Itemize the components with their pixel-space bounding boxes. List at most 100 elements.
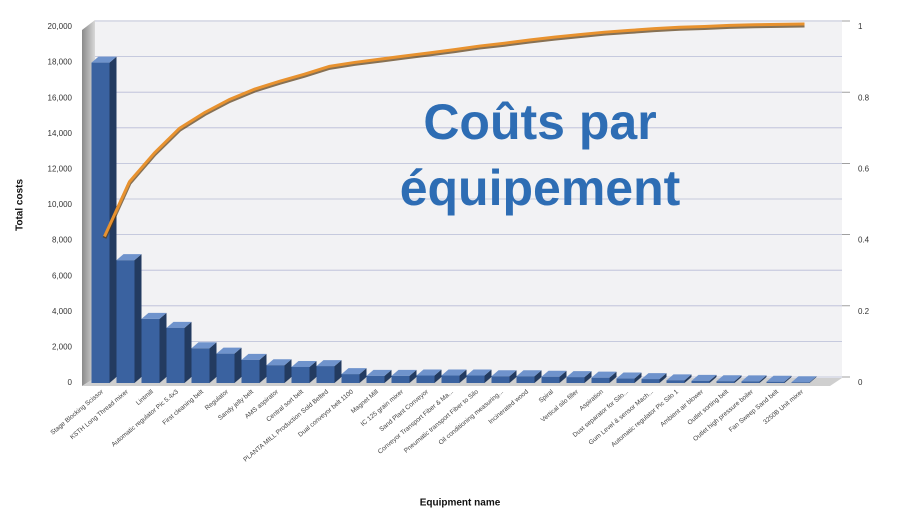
y-tick-label: 12,000 bbox=[48, 165, 73, 174]
bar bbox=[416, 369, 442, 383]
bar-front bbox=[616, 378, 635, 383]
bar-front bbox=[291, 366, 310, 383]
bar-side bbox=[459, 369, 467, 383]
bar-top bbox=[791, 376, 817, 383]
chart-title: Coûts par bbox=[423, 94, 656, 150]
bar-side bbox=[334, 360, 342, 383]
x-axis-title: Equipment name bbox=[420, 498, 501, 509]
bar-top bbox=[441, 369, 467, 376]
y2-tick-label: 0.4 bbox=[858, 236, 870, 245]
bar-side bbox=[209, 342, 217, 383]
y-axis-title: Total costs bbox=[15, 179, 26, 231]
bar-side bbox=[634, 372, 642, 383]
bar-top bbox=[741, 375, 767, 382]
bar bbox=[366, 369, 392, 383]
bar-top bbox=[616, 372, 642, 379]
bar-top bbox=[266, 359, 292, 366]
bar bbox=[541, 370, 567, 383]
bar-front bbox=[166, 327, 185, 383]
bar-top bbox=[491, 370, 517, 377]
bar-front bbox=[766, 381, 785, 383]
bar-front bbox=[391, 375, 410, 383]
bar-front bbox=[341, 374, 360, 383]
bar-side bbox=[809, 376, 817, 383]
y-tick-label: 18,000 bbox=[48, 58, 73, 67]
bar-front bbox=[466, 375, 485, 383]
bar-side bbox=[309, 360, 317, 383]
y2-tick-label: 0 bbox=[858, 378, 863, 387]
bar-top bbox=[141, 312, 167, 319]
bar-top bbox=[691, 374, 717, 381]
bar-top bbox=[766, 375, 792, 382]
bar-side bbox=[534, 370, 542, 383]
bar-side bbox=[709, 374, 717, 383]
bar bbox=[341, 368, 367, 383]
bar-front bbox=[741, 381, 760, 383]
bar bbox=[591, 371, 617, 383]
bar-side bbox=[184, 321, 192, 383]
bar bbox=[191, 342, 217, 383]
chart-title: équipement bbox=[400, 160, 681, 216]
y-tick-label: 8,000 bbox=[52, 236, 73, 245]
bar bbox=[641, 373, 667, 383]
bar bbox=[391, 369, 417, 383]
bar bbox=[316, 360, 342, 383]
bar-side bbox=[259, 353, 267, 383]
bar-front bbox=[691, 380, 710, 383]
bar-front bbox=[241, 359, 260, 383]
bar-front bbox=[91, 62, 110, 383]
bar-top bbox=[516, 370, 542, 377]
bar-side bbox=[409, 369, 417, 383]
y2-tick-label: 0.6 bbox=[858, 165, 870, 174]
bar bbox=[441, 369, 467, 383]
bar-top bbox=[366, 369, 392, 376]
bar bbox=[741, 375, 767, 383]
y-tick-label: 14,000 bbox=[48, 129, 73, 138]
bar-top bbox=[241, 353, 267, 360]
bar-side bbox=[609, 371, 617, 383]
bar-side bbox=[384, 369, 392, 383]
bar bbox=[666, 374, 692, 383]
bar-front bbox=[316, 366, 335, 383]
bar-side bbox=[359, 368, 367, 383]
y2-tick-label: 0.2 bbox=[858, 307, 870, 316]
bar-side bbox=[484, 369, 492, 383]
bar bbox=[616, 372, 642, 383]
bar-front bbox=[591, 377, 610, 383]
x-tick-label: Ambient air blower bbox=[659, 388, 705, 428]
bar-front bbox=[641, 379, 660, 383]
x-tick-label: Spiral bbox=[538, 388, 556, 404]
bar-top bbox=[641, 373, 667, 380]
bar-top bbox=[716, 375, 742, 382]
bar bbox=[766, 375, 792, 383]
bar-top bbox=[666, 374, 692, 381]
bar bbox=[566, 371, 592, 383]
y2-tick-label: 1 bbox=[858, 22, 863, 31]
y-tick-label: 4,000 bbox=[52, 307, 73, 316]
bar bbox=[116, 254, 142, 383]
bar-side bbox=[434, 369, 442, 383]
bar-top bbox=[591, 371, 617, 378]
bar-top bbox=[191, 342, 217, 349]
bar-front bbox=[441, 375, 460, 383]
bar-side bbox=[734, 375, 742, 383]
bar bbox=[266, 359, 292, 383]
bar-top bbox=[216, 347, 242, 354]
bar-front bbox=[491, 376, 510, 383]
y-tick-label: 6,000 bbox=[52, 271, 73, 280]
bar-front bbox=[516, 376, 535, 383]
bar-top bbox=[91, 56, 117, 63]
bar bbox=[716, 375, 742, 383]
marks bbox=[91, 56, 817, 383]
y-tick-label: 20,000 bbox=[48, 22, 73, 31]
bar bbox=[491, 370, 517, 383]
bar bbox=[791, 376, 817, 383]
bar-side bbox=[559, 370, 567, 383]
bar bbox=[516, 370, 542, 383]
bar-front bbox=[541, 376, 560, 383]
bar bbox=[141, 312, 167, 383]
x-tick-label: Lintmill bbox=[135, 388, 155, 407]
bar-side bbox=[234, 347, 242, 383]
bar bbox=[216, 347, 242, 383]
bar-front bbox=[141, 318, 160, 383]
